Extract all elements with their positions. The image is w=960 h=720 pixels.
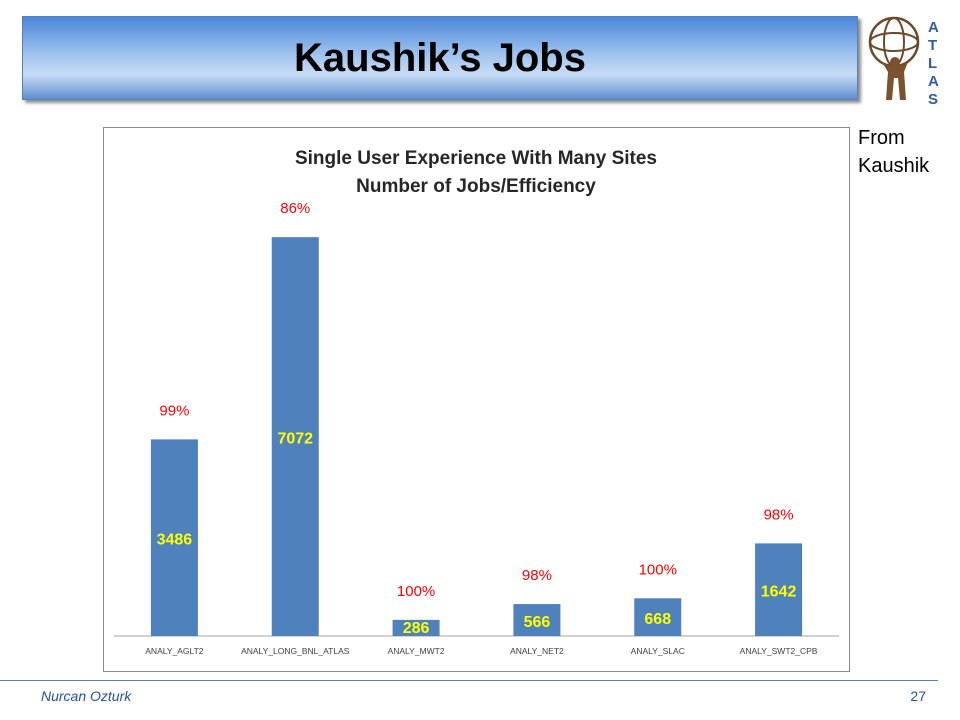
x-tick-label: ANALY_SWT2_CPB [740,646,818,656]
efficiency-label: 99% [159,402,189,419]
bar-value-label: 286 [403,620,430,637]
page-number: 27 [910,688,926,704]
chart-title-line-2: Number of Jobs/Efficiency [356,176,596,197]
bar-value-label: 3486 [157,532,193,549]
atlas-figure-icon [868,16,920,100]
x-tick-label: ANALY_NET2 [510,646,564,656]
bar-value-label: 7072 [277,431,313,448]
footer-divider [0,680,938,681]
efficiency-label: 100% [397,583,435,600]
x-tick-label: ANALY_MWT2 [388,646,445,656]
bar-chart: Single User Experience With Many Sites N… [114,148,839,656]
logo-letter: A [928,73,939,90]
bar-value-label: 668 [644,611,671,628]
footer-author: Nurcan Ozturk [41,688,132,704]
source-note: From Kaushik [858,124,954,180]
bar-analy-swt2-cpb [755,543,803,636]
logo-letter: L [928,55,937,72]
logo-letter: T [928,37,937,54]
logo-letter: S [928,91,938,104]
bar-analy-long-bnl-atlas [271,237,319,636]
x-tick-label: ANALY_AGLT2 [145,646,204,656]
bar-analy-slac [634,598,682,636]
efficiency-label: 98% [764,506,794,523]
bar-analy-net2 [513,604,561,636]
bar-analy-aglt2 [150,439,198,636]
bar-value-label: 1642 [761,584,797,601]
chart-frame: Single User Experience With Many Sites N… [103,127,850,672]
bar-analy-mwt2 [392,619,440,636]
bar-value-label: 566 [524,614,551,631]
atlas-logo: A T L A S [868,16,939,104]
chart-title-line-1: Single User Experience With Many Sites [295,148,657,169]
source-note-line: Kaushik [858,155,930,177]
x-tick-label: ANALY_LONG_BNL_ATLAS [241,646,350,656]
title-banner: Kaushik’s Jobs [22,16,858,100]
atlas-wordmark: A T L A S [928,19,939,104]
slide-title: Kaushik’s Jobs [294,35,586,80]
logo-letter: A [928,19,939,36]
source-note-line: From [858,127,905,149]
x-tick-label: ANALY_SLAC [631,646,685,656]
efficiency-label: 86% [280,200,310,217]
efficiency-label: 98% [522,567,552,584]
efficiency-label: 100% [639,561,677,578]
